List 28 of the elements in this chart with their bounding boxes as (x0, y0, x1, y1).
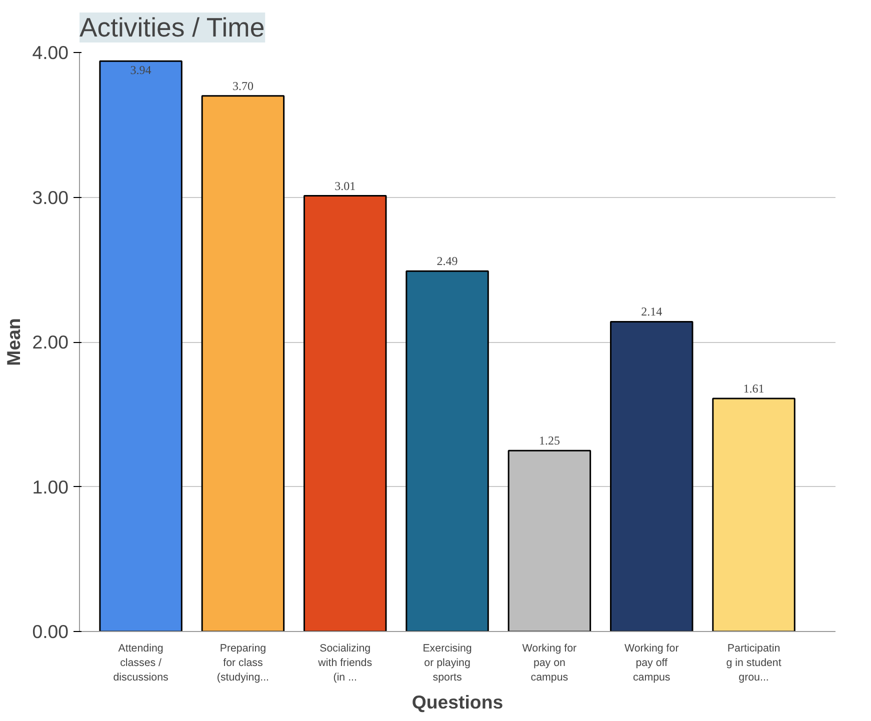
bar (406, 270, 489, 632)
y-tick-label: 1.00 (32, 476, 68, 498)
data-label: 1.25 (538, 434, 560, 448)
bar (610, 320, 694, 632)
x-tick-label: Socializing with friends (in ... (317, 642, 372, 684)
bar (712, 398, 796, 632)
data-label: 2.49 (436, 254, 458, 268)
x-tick-label: Working for pay off campus (624, 642, 680, 684)
y-tick-label: 2.00 (32, 332, 68, 352)
y-tick-label: 4.00 (32, 42, 68, 63)
x-tick-label: Working for pay on campus (522, 642, 578, 684)
chart-title: Activities / Time (80, 12, 265, 42)
x-axis-title: Questions (412, 691, 504, 712)
y-tick-label: 3.00 (32, 186, 68, 208)
y-axis-title: Mean (3, 318, 24, 366)
x-tick-label: Exercising or playing sports (422, 642, 472, 684)
data-label: 2.14 (641, 304, 662, 319)
bar (99, 60, 182, 632)
bar (201, 95, 285, 632)
data-label: 1.61 (743, 381, 764, 396)
bar (304, 195, 387, 632)
x-tick-label: Preparing for class (studying... (216, 642, 270, 684)
data-label: 3.94 (130, 63, 152, 78)
y-tick-label: 0.00 (32, 621, 68, 642)
x-tick-label: Participatin g in student grou... (726, 642, 782, 684)
x-tick-label: Attending classes / discussions (113, 642, 168, 684)
data-label: 3.01 (334, 178, 356, 193)
data-label: 3.70 (232, 78, 254, 93)
